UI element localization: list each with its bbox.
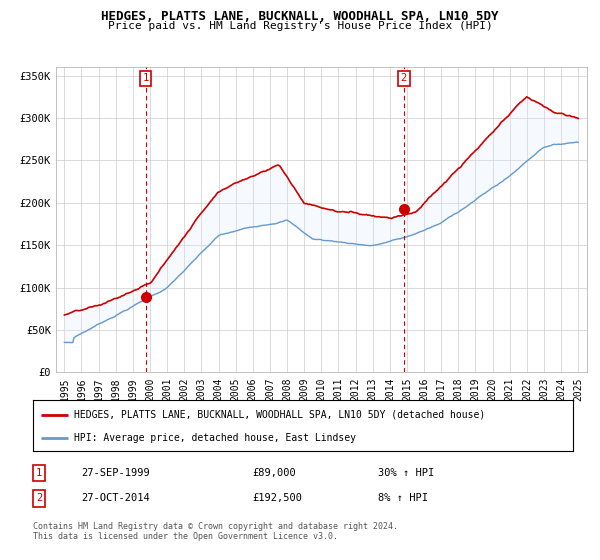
Text: 2: 2 [401, 73, 407, 83]
Text: 30% ↑ HPI: 30% ↑ HPI [378, 468, 434, 478]
Text: £89,000: £89,000 [252, 468, 296, 478]
Text: £192,500: £192,500 [252, 493, 302, 503]
Text: 1: 1 [36, 468, 42, 478]
Text: 8% ↑ HPI: 8% ↑ HPI [378, 493, 428, 503]
Text: HEDGES, PLATTS LANE, BUCKNALL, WOODHALL SPA, LN10 5DY: HEDGES, PLATTS LANE, BUCKNALL, WOODHALL … [101, 10, 499, 23]
Text: 27-OCT-2014: 27-OCT-2014 [81, 493, 150, 503]
Text: 2: 2 [36, 493, 42, 503]
Text: Contains HM Land Registry data © Crown copyright and database right 2024.
This d: Contains HM Land Registry data © Crown c… [33, 522, 398, 542]
Text: 1: 1 [143, 73, 149, 83]
Text: HEDGES, PLATTS LANE, BUCKNALL, WOODHALL SPA, LN10 5DY (detached house): HEDGES, PLATTS LANE, BUCKNALL, WOODHALL … [74, 409, 485, 419]
Text: HPI: Average price, detached house, East Lindsey: HPI: Average price, detached house, East… [74, 433, 355, 443]
Text: 27-SEP-1999: 27-SEP-1999 [81, 468, 150, 478]
Text: Price paid vs. HM Land Registry's House Price Index (HPI): Price paid vs. HM Land Registry's House … [107, 21, 493, 31]
